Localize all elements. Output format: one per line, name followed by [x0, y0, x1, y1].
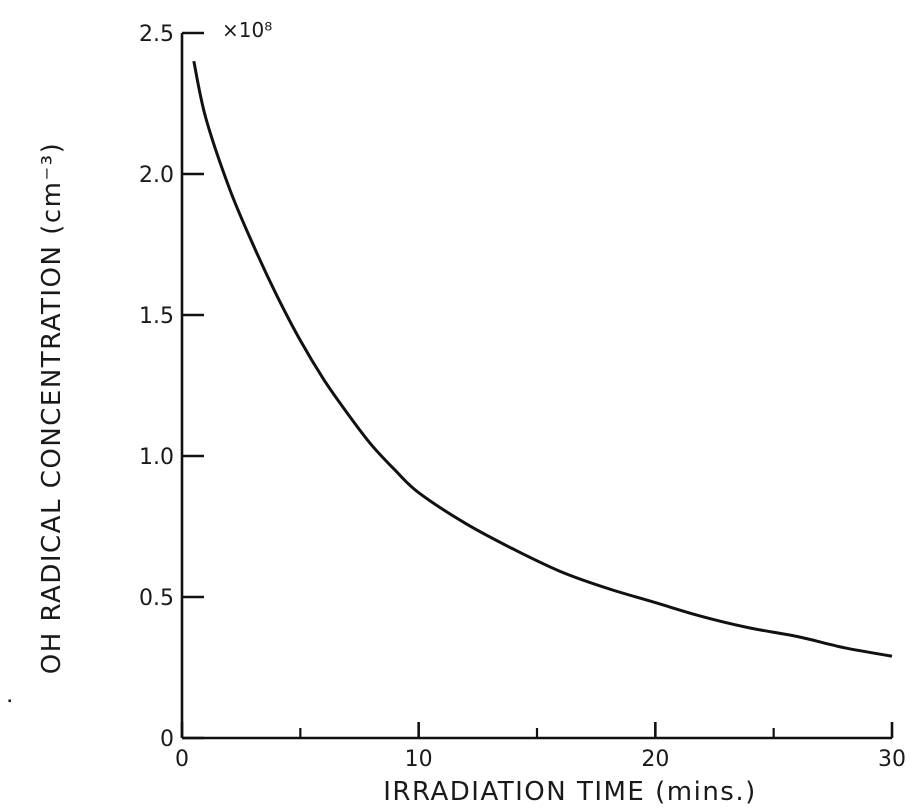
chart-series — [192, 60, 893, 658]
x-tick-label-0: 0 — [175, 747, 189, 772]
y-scale-multiplier: ×10⁸ — [222, 18, 272, 42]
x-tick-label-2: 20 — [641, 747, 669, 772]
chart-axes — [180, 33, 892, 740]
y-tick-label-2: 1.0 — [139, 445, 174, 470]
chart-ticks — [180, 31, 894, 740]
x-axis-title: IRRADIATION TIME (mins.) — [383, 777, 757, 807]
y-tick-label-3: 1.5 — [139, 304, 174, 329]
y-axis-radical-dot: ˙ — [5, 693, 35, 708]
y-tick-label-0: 0 — [160, 727, 174, 752]
x-tick-label-1: 10 — [405, 747, 433, 772]
y-axis-title: OH RADICAL CONCENTRATION (cm⁻³) — [37, 142, 67, 675]
y-tick-label-1: 0.5 — [139, 586, 174, 611]
y-tick-label-4: 2.0 — [139, 163, 174, 188]
chart-tick-labels: 0 0.5 1.0 1.5 2.0 2.5 0 10 20 30 — [139, 22, 906, 772]
x-tick-label-3: 30 — [878, 747, 906, 772]
series-line-0 — [192, 60, 893, 658]
y-tick-label-5: 2.5 — [139, 22, 174, 47]
